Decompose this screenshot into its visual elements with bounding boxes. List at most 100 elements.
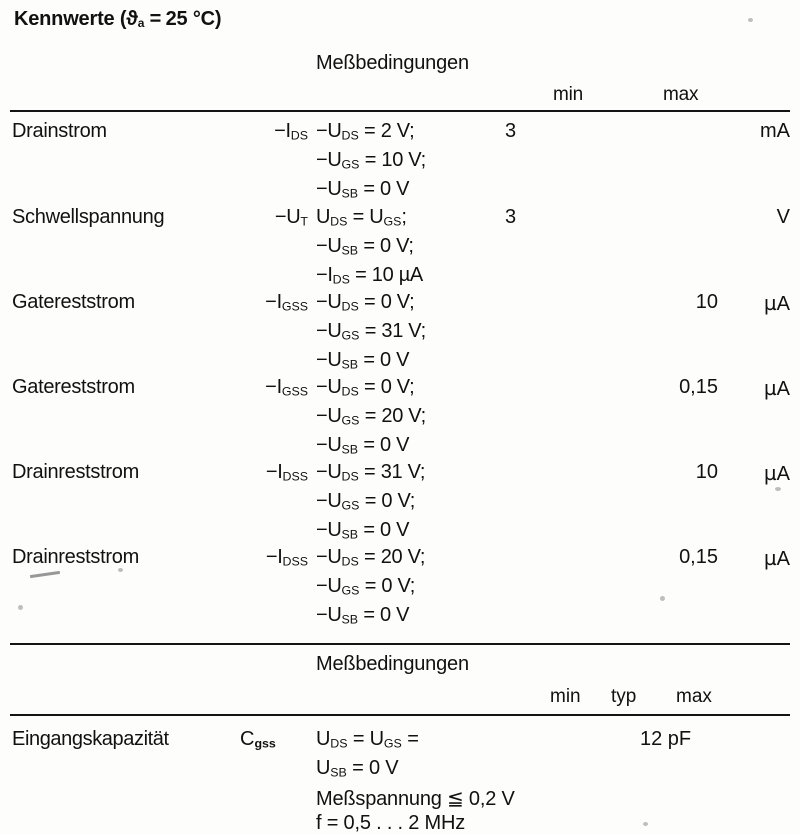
condition-subscript: GS: [341, 498, 360, 513]
symbol-sign: −: [274, 206, 287, 228]
condition-base: U: [316, 206, 331, 228]
value-unit: mA: [760, 120, 790, 142]
condition-base: U: [327, 349, 342, 371]
parameter-name: Drainreststrom: [12, 546, 139, 568]
scan-speck: [748, 18, 753, 22]
value-max: 0,15: [679, 376, 718, 398]
condition-subscript: DS: [341, 299, 359, 314]
condition-base: U: [327, 120, 342, 142]
parameter-symbol: −IDS: [150, 120, 308, 143]
title-temperature: 25 °C: [165, 8, 215, 30]
condition-subscript: SB: [341, 612, 359, 627]
condition-equals: =: [364, 320, 377, 342]
condition-line: −USB = 0 V: [316, 519, 409, 542]
condition-line: −UDS = 31 V;: [316, 461, 425, 484]
symbol-base: I: [276, 291, 283, 313]
condition-equals: =: [364, 490, 377, 512]
value-max: 10: [695, 291, 718, 313]
scan-speck: [660, 596, 665, 601]
condition-line-3: Meßspannung ≦ 0,2 V: [316, 788, 515, 810]
theta-symbol: ϑ: [126, 8, 138, 30]
parameter-name: Schwellspannung: [12, 206, 165, 228]
condition-subscript: SB: [341, 527, 359, 542]
condition-subscript: SB: [341, 243, 359, 258]
condition-sign: −: [316, 349, 328, 371]
theta-subscript: a: [137, 16, 145, 30]
condition-base: U: [327, 604, 342, 626]
condition-equals: =: [352, 206, 365, 228]
condition-line-4: f = 0,5 . . . 2 MHz: [316, 812, 466, 834]
condition-equals: =: [364, 575, 377, 597]
conditions-header-2: Meßbedingungen: [316, 653, 469, 675]
cond-equals-2: =: [407, 728, 419, 750]
condition-sign: −: [316, 405, 328, 427]
condition-line-2: USB = 0 V: [316, 757, 399, 780]
symbol-sign: −: [274, 120, 286, 142]
condition-base: U: [327, 405, 342, 427]
condition-line: −UGS = 20 V;: [316, 405, 426, 428]
condition-subscript: GS: [341, 583, 360, 598]
table-rule-section2: [10, 714, 790, 716]
parameter-symbol-cgss: Cgss: [240, 728, 276, 751]
parameter-name-eingangskapazitaet: Eingangskapazität: [12, 728, 169, 750]
condition-value: 0 V;: [380, 235, 414, 257]
condition-sign: −: [316, 461, 328, 483]
value-unit: µA: [763, 376, 790, 400]
condition-line: −UGS = 0 V;: [316, 490, 415, 513]
condition-line: −IDS = 10 µA: [316, 264, 423, 287]
condition-subscript: DS: [341, 384, 359, 399]
condition-line: −USB = 0 V: [316, 349, 409, 372]
condition-sign: −: [316, 178, 328, 200]
condition-sign: −: [316, 434, 328, 456]
condition-base: U: [327, 434, 342, 456]
condition-value: 0 V;: [380, 291, 415, 313]
column-header-typ-2: typ: [611, 686, 637, 707]
value-min: 3: [505, 120, 517, 142]
condition-equals: =: [364, 546, 376, 568]
cond-u-base-2: U: [369, 728, 384, 750]
symbol-subscript: DSS: [282, 554, 308, 569]
condition-subscript: DS: [341, 128, 359, 143]
condition-base: U: [327, 575, 342, 597]
condition-sign: −: [316, 235, 328, 257]
condition-base: U: [327, 149, 342, 171]
symbol-base: C: [240, 728, 255, 750]
symbol-subscript: GSS: [281, 384, 308, 399]
cond-u-sub-3: SB: [330, 765, 347, 780]
condition-sign: −: [316, 546, 328, 568]
page-title: Kennwerte (ϑa = 25 °C): [14, 8, 222, 31]
condition-subscript: GS: [383, 214, 402, 229]
symbol-subscript: DS: [290, 128, 308, 143]
condition-sign: −: [316, 120, 328, 142]
parameter-name: Gatereststrom: [12, 291, 135, 313]
symbol-subscript: gss: [254, 736, 276, 751]
symbol-subscript: GSS: [281, 299, 308, 314]
condition-sign: −: [316, 490, 328, 512]
condition-base: U: [327, 376, 342, 398]
condition-equals: =: [364, 461, 376, 483]
condition-subscript: DS: [341, 554, 359, 569]
condition-line: −UDS = 20 V;: [316, 546, 425, 569]
condition-value: 20 V;: [381, 405, 426, 427]
condition-sign: −: [316, 376, 328, 398]
condition-sign: −: [316, 604, 328, 626]
condition-equals: =: [363, 604, 375, 626]
value-unit: V: [776, 206, 790, 228]
condition-value: 0 V;: [381, 490, 416, 512]
condition-line: −UDS = 0 V;: [316, 291, 415, 314]
symbol-sign: −: [265, 291, 277, 313]
scan-smudge: [29, 570, 61, 579]
symbol-subscript: T: [300, 214, 308, 229]
condition-line-1: UDS = UGS =: [316, 728, 419, 751]
condition-line: −USB = 0 V: [316, 434, 409, 457]
column-header-min-1: min: [553, 84, 584, 105]
condition-subscript: DS: [341, 469, 359, 484]
condition-sign: −: [316, 320, 328, 342]
condition-sign: −: [316, 149, 328, 171]
title-equals: =: [149, 8, 162, 30]
condition-equals: =: [363, 235, 375, 257]
page-title-text: Kennwerte: [14, 8, 115, 30]
condition-sign: −: [316, 575, 328, 597]
symbol-sign: −: [265, 546, 278, 568]
cond-u-base-1: U: [316, 728, 331, 750]
